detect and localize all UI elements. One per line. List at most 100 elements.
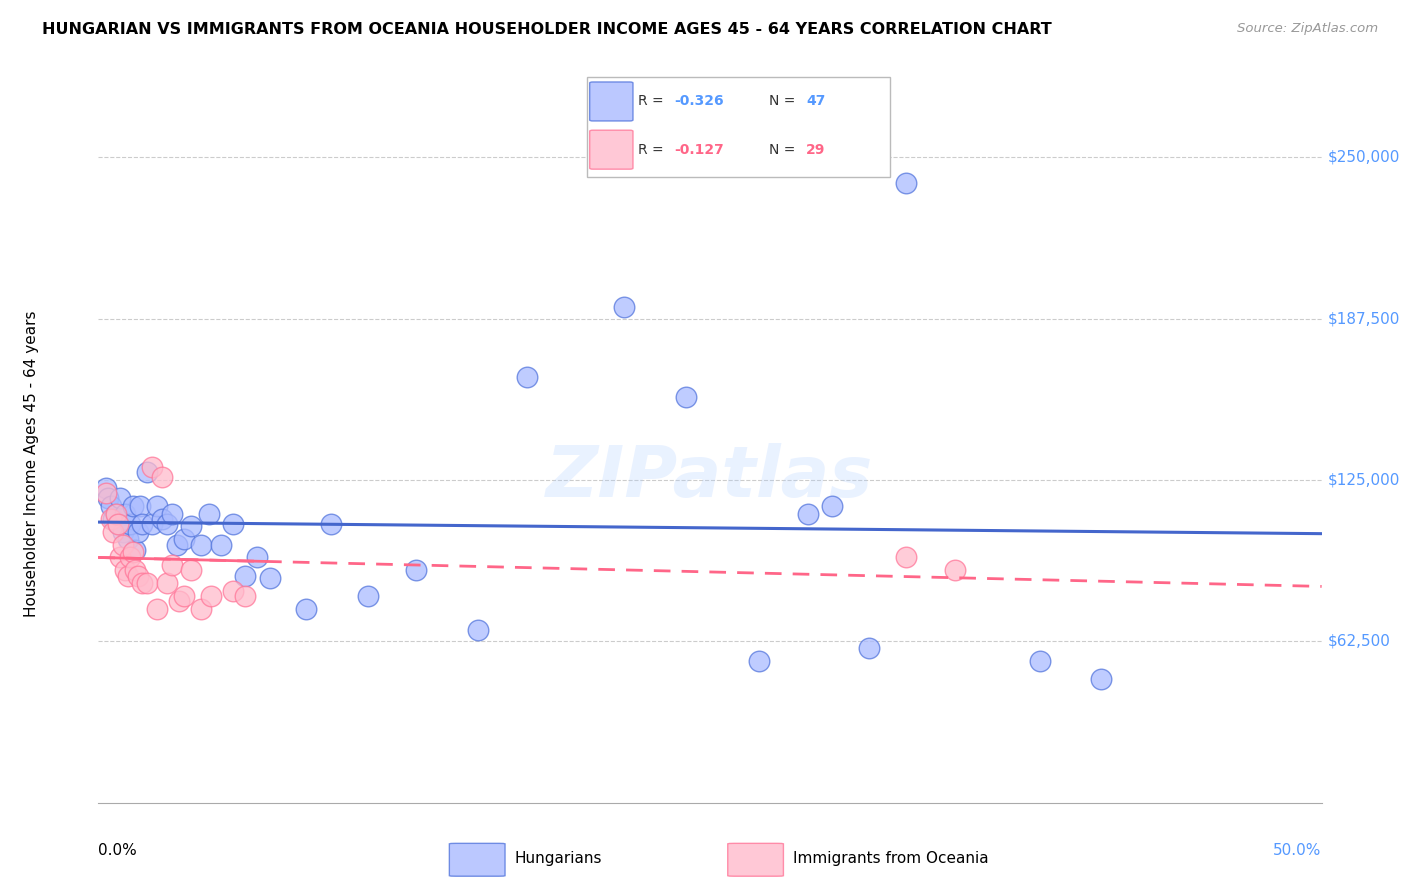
Point: [124, 542, 146, 557]
Point: [150, 512, 173, 526]
Point: [129, 499, 152, 513]
Point: [180, 563, 202, 577]
Text: R =: R =: [638, 95, 668, 109]
Point: [136, 465, 159, 479]
Point: [1029, 654, 1052, 668]
Point: [110, 550, 132, 565]
Point: [160, 507, 183, 521]
Text: Householder Income Ages 45 - 64 years: Householder Income Ages 45 - 64 years: [24, 310, 38, 617]
Point: [107, 516, 129, 531]
Point: [120, 516, 142, 531]
Text: -0.127: -0.127: [675, 143, 724, 157]
Point: [136, 576, 159, 591]
Text: N =: N =: [769, 95, 800, 109]
Point: [613, 300, 636, 314]
Point: [894, 550, 917, 565]
Text: 47: 47: [806, 95, 825, 109]
FancyBboxPatch shape: [586, 77, 890, 178]
Text: Hungarians: Hungarians: [515, 851, 602, 866]
Point: [141, 460, 163, 475]
FancyBboxPatch shape: [589, 130, 633, 169]
Point: [295, 602, 318, 616]
Point: [141, 516, 163, 531]
Point: [111, 537, 134, 551]
Point: [167, 594, 190, 608]
Point: [156, 516, 179, 531]
Text: ZIPatlas: ZIPatlas: [547, 443, 873, 512]
Point: [94, 486, 117, 500]
Point: [222, 516, 245, 531]
Point: [97, 491, 120, 505]
Text: $250,000: $250,000: [1327, 150, 1400, 165]
Point: [156, 576, 179, 591]
Text: 0.0%: 0.0%: [98, 844, 138, 858]
Point: [209, 537, 232, 551]
Point: [233, 589, 256, 603]
Point: [200, 589, 222, 603]
Point: [190, 602, 212, 616]
Point: [858, 640, 880, 655]
Point: [107, 516, 129, 531]
Point: [146, 499, 169, 513]
Point: [101, 512, 124, 526]
Point: [127, 568, 149, 582]
FancyBboxPatch shape: [728, 843, 783, 876]
Point: [114, 563, 136, 577]
Point: [124, 563, 146, 577]
Point: [121, 545, 143, 559]
Point: [111, 524, 134, 539]
Point: [120, 550, 142, 565]
Point: [173, 533, 195, 547]
FancyBboxPatch shape: [589, 82, 633, 121]
Text: 29: 29: [806, 143, 825, 157]
Point: [675, 390, 697, 404]
Point: [121, 499, 143, 513]
Point: [190, 537, 212, 551]
Point: [131, 516, 153, 531]
Point: [146, 602, 169, 616]
Text: $125,000: $125,000: [1327, 473, 1400, 488]
Point: [222, 584, 245, 599]
Point: [101, 524, 124, 539]
Point: [405, 563, 427, 577]
Point: [127, 524, 149, 539]
Point: [259, 571, 281, 585]
Text: $62,500: $62,500: [1327, 634, 1391, 648]
Point: [319, 516, 342, 531]
Point: [197, 507, 219, 521]
Point: [797, 507, 820, 521]
Text: 50.0%: 50.0%: [1274, 844, 1322, 858]
Point: [821, 499, 844, 513]
Point: [467, 623, 489, 637]
Point: [1090, 672, 1112, 686]
Text: HUNGARIAN VS IMMIGRANTS FROM OCEANIA HOUSEHOLDER INCOME AGES 45 - 64 YEARS CORRE: HUNGARIAN VS IMMIGRANTS FROM OCEANIA HOU…: [42, 22, 1052, 37]
Point: [160, 558, 183, 573]
Text: R =: R =: [638, 143, 668, 157]
Text: -0.326: -0.326: [675, 95, 724, 109]
Point: [117, 533, 139, 547]
Text: Immigrants from Oceania: Immigrants from Oceania: [793, 851, 988, 866]
Point: [100, 499, 122, 513]
Point: [515, 369, 537, 384]
Point: [104, 507, 127, 521]
Point: [356, 589, 378, 603]
Point: [246, 550, 269, 565]
Text: $187,500: $187,500: [1327, 311, 1400, 326]
Point: [94, 481, 117, 495]
Point: [748, 654, 770, 668]
Text: N =: N =: [769, 143, 800, 157]
Point: [894, 176, 917, 190]
Point: [110, 491, 132, 505]
Point: [131, 576, 153, 591]
Point: [943, 563, 966, 577]
Point: [166, 537, 188, 551]
Point: [180, 519, 202, 533]
Text: Source: ZipAtlas.com: Source: ZipAtlas.com: [1237, 22, 1378, 36]
Point: [173, 589, 195, 603]
FancyBboxPatch shape: [450, 843, 505, 876]
Point: [233, 568, 256, 582]
Point: [114, 507, 136, 521]
Point: [150, 470, 173, 484]
Point: [100, 512, 122, 526]
Point: [104, 507, 127, 521]
